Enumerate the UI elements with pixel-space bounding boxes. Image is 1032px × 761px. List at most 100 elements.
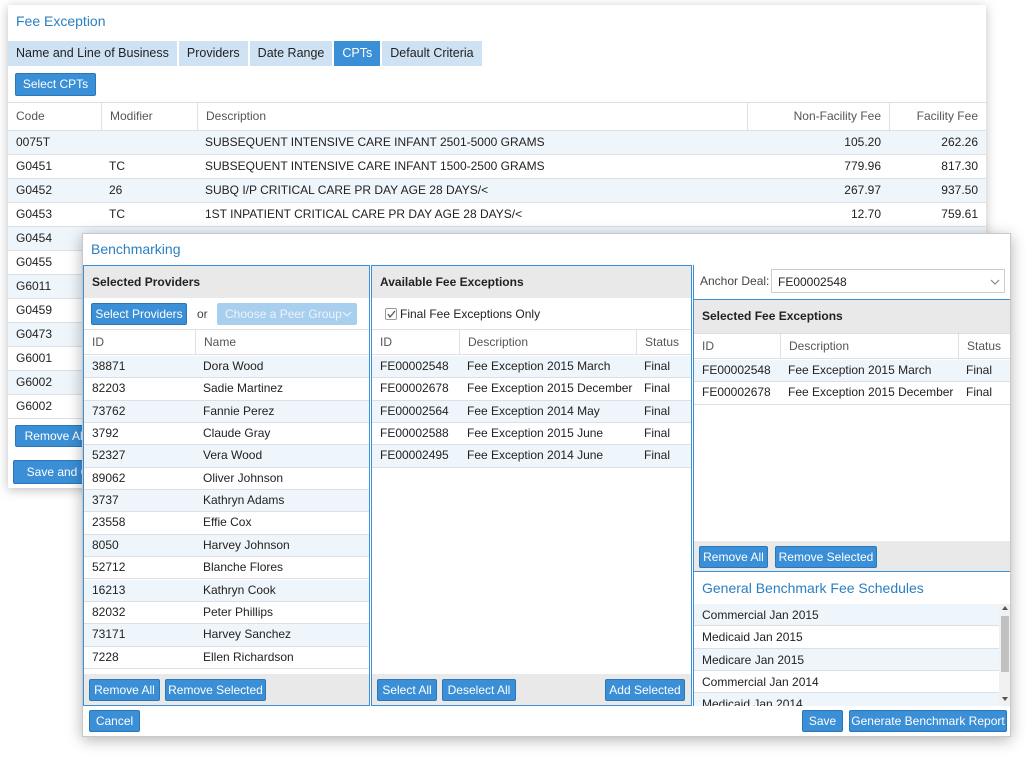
table-header: Code Modifier Description Non-Facility Fee F… xyxy=(8,102,986,131)
tab[interactable]: Name and Line of Business xyxy=(8,41,177,66)
table-row[interactable]: 38871 Dora Wood xyxy=(84,356,369,379)
table-cell: Final xyxy=(644,426,671,441)
table-cell: G6001 xyxy=(16,351,53,365)
button[interactable]: Generate Benchmark Report xyxy=(849,710,1007,732)
table-cell: Harvey Johnson xyxy=(203,537,290,552)
button[interactable]: Remove Selected xyxy=(165,679,266,701)
table-cell: Final xyxy=(644,403,671,418)
table-cell: Dora Wood xyxy=(203,359,264,373)
table-cell: Effie Cox xyxy=(203,515,252,530)
table-cell: SUBSEQUENT INTENSIVE CARE INFANT 1500-25… xyxy=(205,159,545,173)
table-cell: 16213 xyxy=(92,582,126,597)
button[interactable]: Select All xyxy=(377,679,437,701)
table-cell: G0455 xyxy=(16,255,53,269)
button[interactable]: Remove All xyxy=(15,425,95,447)
table-cell: G0451 xyxy=(16,159,53,173)
right-column: Anchor Deal: FE00002548 Selected Fee Excep… xyxy=(693,265,1010,706)
table-cell: 89062 xyxy=(92,470,126,485)
tab[interactable]: Providers xyxy=(178,41,248,66)
table-cell: Fee Exception 2015 December xyxy=(788,385,954,400)
column-header: Description xyxy=(780,334,958,358)
chevron-icon xyxy=(342,311,352,317)
table-row[interactable]: 3792 Claude Gray xyxy=(84,423,369,446)
tab[interactable]: Default Criteria xyxy=(382,41,482,66)
button[interactable]: Add Selected xyxy=(605,679,685,701)
table-cell: 82203 xyxy=(92,381,126,396)
table-row[interactable]: 82032 Peter Phillips xyxy=(84,601,369,625)
checkbox-label: Final Fee Exceptions Only xyxy=(400,307,541,321)
list-item[interactable]: Medicaid Jan 2015 xyxy=(694,626,999,649)
dialog-title: Benchmarking xyxy=(91,241,181,257)
separator-text: or xyxy=(197,307,208,321)
table-row[interactable]: G0452 26 SUBQ I/P CRITICAL CARE PR DAY AGE… xyxy=(8,179,986,203)
table-row[interactable]: G0453 TC 1ST INPATIENT CRITICAL CARE PR DA… xyxy=(8,203,986,227)
table-row[interactable]: G0451 TC SUBSEQUENT INTENSIVE CARE INFANT … xyxy=(8,155,986,179)
button[interactable]: Deselect All xyxy=(442,679,516,701)
button[interactable]: Select Providers xyxy=(91,303,187,325)
tab[interactable]: CPTs xyxy=(334,41,381,66)
table-cell: FE00002678 xyxy=(380,381,449,396)
list-item[interactable]: Commercial Jan 2015 xyxy=(694,604,999,627)
table-row[interactable]: 7228 Ellen Richardson xyxy=(84,646,369,669)
button[interactable]: Remove All xyxy=(89,679,160,701)
table-row[interactable]: FE00002588 Fee Exception 2015 June Final xyxy=(372,423,691,446)
table-row[interactable]: 82203 Sadie Martinez xyxy=(84,378,369,401)
table-row[interactable]: FE00002495 Fee Exception 2014 June Final xyxy=(372,445,691,468)
table-header: ID Description Status xyxy=(694,333,1010,359)
table-cell: 73762 xyxy=(92,403,126,418)
table-row[interactable]: 8050 Harvey Johnson xyxy=(84,534,369,558)
table-cell: SUBSEQUENT INTENSIVE CARE INFANT 2501-50… xyxy=(205,135,545,149)
button[interactable]: Select CPTs xyxy=(15,73,96,96)
checkbox[interactable] xyxy=(385,308,397,320)
table-row[interactable]: FE00002564 Fee Exception 2014 May Final xyxy=(372,400,691,424)
scrollbar-thumb xyxy=(1001,616,1009,672)
fee-schedule-list: Commercial Jan 2015 Medicaid Jan 2015 Medi… xyxy=(694,604,1010,706)
table-row[interactable]: 73171 Harvey Sanchez xyxy=(84,624,369,647)
button[interactable]: Remove Selected xyxy=(775,546,877,568)
table-row[interactable]: 16213 Kathryn Cook xyxy=(84,579,369,602)
anchor-select[interactable]: FE00002548 xyxy=(771,269,1005,293)
table-row[interactable]: 73762 Fannie Perez xyxy=(84,400,369,424)
column-header: Description xyxy=(197,103,747,130)
table-cell: Final xyxy=(644,448,671,463)
button[interactable]: Save xyxy=(802,710,843,732)
table-row[interactable]: 89062 Oliver Johnson xyxy=(84,467,369,491)
tab[interactable]: Date Range xyxy=(249,41,333,66)
column-header: ID xyxy=(702,339,714,353)
button[interactable]: Remove All xyxy=(699,546,768,568)
table-header: ID Name xyxy=(84,329,369,355)
table-cell: Kathryn Adams xyxy=(203,493,285,508)
list-item[interactable]: Commercial Jan 2014 xyxy=(694,670,999,694)
table-row[interactable]: FE00002678 Fee Exception 2015 December Fin… xyxy=(372,378,691,401)
table-row[interactable]: 3737 Kathryn Adams xyxy=(84,490,369,513)
table-row[interactable]: FE00002678 Fee Exception 2015 December Fin… xyxy=(694,382,1010,405)
table-row[interactable]: FE00002548 Fee Exception 2015 March Final xyxy=(694,360,1010,383)
table-row[interactable]: 0075T SUBSEQUENT INTENSIVE CARE INFANT 25… xyxy=(8,131,986,155)
table-cell: Oliver Johnson xyxy=(203,470,284,485)
window-title: Fee Exception xyxy=(16,13,106,29)
table-row[interactable]: 52327 Vera Wood xyxy=(84,445,369,468)
table-cell: 8050 xyxy=(92,537,119,552)
section-title: General Benchmark Fee Schedules xyxy=(702,580,924,596)
scrollbar[interactable] xyxy=(999,604,1010,706)
peer-group-select[interactable]: Choose a Peer Group xyxy=(217,303,357,325)
table-cell: 3792 xyxy=(92,426,119,441)
table-cell: FE00002548 xyxy=(380,359,449,373)
tab-bar: Name and Line of Business Providers Date R… xyxy=(8,41,986,66)
list-item[interactable]: Medicare Jan 2015 xyxy=(694,648,999,671)
table-cell: Claude Gray xyxy=(203,426,271,441)
table-cell: Final xyxy=(966,363,993,377)
table-cell: Final xyxy=(644,359,671,373)
table-header: ID Description Status xyxy=(372,329,691,355)
table-cell: 23558 xyxy=(92,515,126,530)
table-cell: 52712 xyxy=(92,560,126,575)
list-item[interactable]: Medicaid Jan 2014 xyxy=(694,693,999,706)
table-cell: FE00002588 xyxy=(380,426,449,441)
table-row[interactable]: 23558 Effie Cox xyxy=(84,512,369,535)
table-row[interactable]: 52712 Blanche Flores xyxy=(84,557,369,580)
scroll-up-arrow xyxy=(1002,606,1008,610)
column-header: Status xyxy=(958,334,1010,358)
table-cell: Fee Exception 2015 December xyxy=(467,381,633,396)
table-row[interactable]: FE00002548 Fee Exception 2015 March Final xyxy=(372,356,691,379)
button[interactable]: Cancel xyxy=(89,710,140,732)
